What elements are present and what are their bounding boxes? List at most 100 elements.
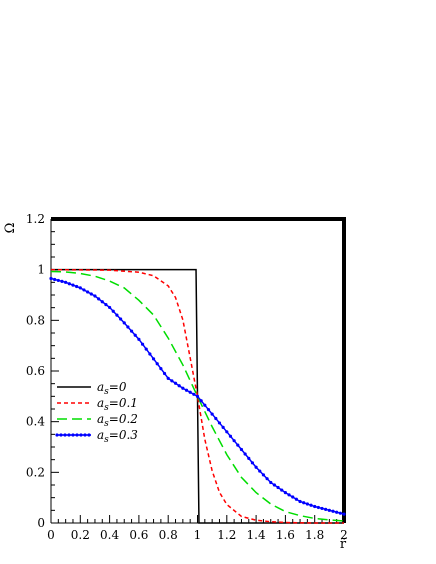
series-point-3 xyxy=(133,333,137,337)
series-point-3 xyxy=(217,421,222,425)
series-point-3 xyxy=(93,294,97,298)
legend-marker-3 xyxy=(75,433,79,437)
series-point-3 xyxy=(258,469,262,473)
legend-marker-3 xyxy=(83,433,87,437)
series-point-3 xyxy=(115,313,119,317)
series-point-3 xyxy=(192,392,196,396)
series-point-3 xyxy=(261,473,266,477)
series-point-3 xyxy=(56,278,60,283)
series-point-3 xyxy=(60,279,64,283)
series-point-3 xyxy=(269,480,273,485)
series-lines xyxy=(49,268,346,524)
x-tick-label: 1.8 xyxy=(305,528,324,542)
series-point-3 xyxy=(177,384,181,388)
series-point-3 xyxy=(188,390,192,394)
series-point-3 xyxy=(247,456,251,460)
legend-marker-3 xyxy=(67,433,71,437)
x-tick-label: 1.2 xyxy=(217,528,236,542)
series-point-3 xyxy=(159,366,163,371)
series-point-3 xyxy=(111,309,115,313)
series-point-3 xyxy=(236,443,240,447)
axis-ticks: 0 0.2 0.4 0.6 0.8 1 1.2 1.4 1.6 1.8 2 0 0.2 0.4 0.6 0.8… xyxy=(26,212,348,542)
legend-marker-3 xyxy=(63,433,67,437)
series-point-3 xyxy=(298,499,302,504)
series-point-3 xyxy=(327,508,331,512)
series-point-3 xyxy=(221,425,225,429)
y-tick-label: 1 xyxy=(37,263,45,277)
series-point-3 xyxy=(287,493,291,497)
series-point-3 xyxy=(324,507,328,511)
y-axis-label: Ω xyxy=(3,223,18,234)
y-tick-label: 0.4 xyxy=(26,415,45,429)
series-point-3 xyxy=(228,434,233,438)
legend: as=0as=0.1as=0.2as=0.3 xyxy=(55,380,138,445)
series-point-3 xyxy=(108,305,112,310)
series-point-3 xyxy=(199,399,203,403)
series-point-3 xyxy=(280,488,284,492)
series-point-3 xyxy=(335,510,339,514)
series-point-3 xyxy=(89,292,93,296)
series-point-3 xyxy=(53,277,57,282)
series-point-3 xyxy=(137,337,141,341)
series-point-3 xyxy=(64,280,68,284)
series-point-3 xyxy=(78,286,82,290)
x-tick-label: 0.2 xyxy=(71,528,90,542)
legend-label-3: as=0.3 xyxy=(97,428,138,445)
legend-marker-3 xyxy=(79,433,83,437)
series-point-3 xyxy=(302,501,306,505)
series-point-3 xyxy=(75,284,79,289)
series-point-3 xyxy=(100,300,104,304)
y-tick-label: 0.2 xyxy=(26,465,45,479)
legend-marker-3 xyxy=(87,433,91,437)
x-tick-label: 2 xyxy=(340,528,348,542)
series-point-3 xyxy=(313,504,317,509)
series-point-3 xyxy=(283,491,287,495)
x-axis-label: r̃ xyxy=(340,537,347,552)
y-tick-label: 0 xyxy=(37,516,45,530)
series-point-3 xyxy=(126,325,130,329)
series-point-3 xyxy=(316,505,320,510)
series-point-3 xyxy=(331,509,335,513)
series-point-3 xyxy=(338,511,342,515)
legend-marker-3 xyxy=(59,433,63,437)
series-point-3 xyxy=(276,485,280,490)
series-point-3 xyxy=(210,412,214,416)
series-point-3 xyxy=(86,290,90,294)
series-point-3 xyxy=(82,288,86,292)
series-point-3 xyxy=(309,503,313,507)
series-point-3 xyxy=(144,347,148,351)
x-tick-label: 1.4 xyxy=(247,528,266,542)
series-point-3 xyxy=(166,376,170,380)
legend-label-2: as=0.2 xyxy=(97,412,138,429)
legend-label-0: as=0 xyxy=(97,380,127,397)
series-line-2 xyxy=(50,270,345,522)
series-point-3 xyxy=(71,283,75,287)
series-point-3 xyxy=(320,506,324,511)
series-point-3 xyxy=(118,317,123,321)
legend-label-1: as=0.1 xyxy=(97,396,138,413)
series-point-3 xyxy=(170,379,174,383)
series-point-3 xyxy=(250,461,255,465)
legend-marker-3 xyxy=(55,433,59,437)
series-point-3 xyxy=(243,452,247,456)
x-tick-label: 1 xyxy=(194,528,202,542)
y-tick-label: 0.8 xyxy=(26,313,45,327)
series-point-3 xyxy=(122,321,126,325)
series-point-3 xyxy=(265,477,269,481)
series-point-3 xyxy=(342,512,346,516)
series-point-3 xyxy=(129,329,134,333)
series-point-3 xyxy=(232,439,236,443)
series-point-3 xyxy=(272,483,277,487)
series-point-3 xyxy=(184,388,189,392)
series-point-3 xyxy=(173,381,178,385)
series-point-3 xyxy=(148,352,152,356)
series-point-3 xyxy=(254,465,258,469)
x-tick-label: 0.6 xyxy=(129,528,148,542)
series-point-3 xyxy=(203,403,207,407)
x-tick-label: 0.4 xyxy=(100,528,119,542)
series-point-3 xyxy=(67,282,71,286)
series-point-3 xyxy=(195,394,200,398)
series-point-3 xyxy=(305,502,309,506)
series-point-3 xyxy=(151,357,156,361)
